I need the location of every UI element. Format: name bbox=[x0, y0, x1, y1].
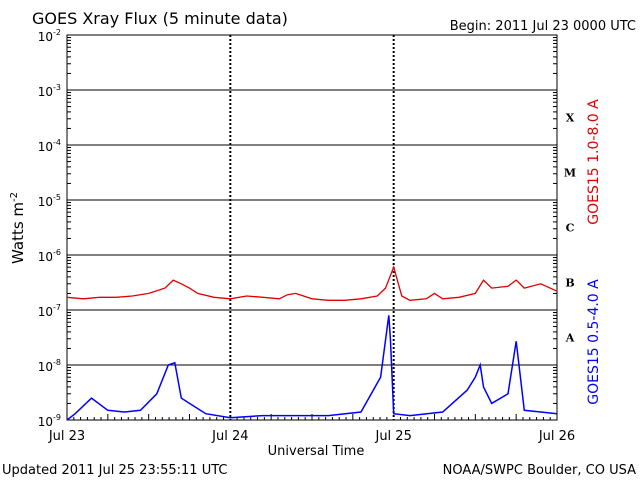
legend-short-channel: GOES15 0.5-4.0 A bbox=[586, 279, 602, 405]
y-tick-label: 10-4 bbox=[38, 138, 61, 154]
y-tick-label: 10-3 bbox=[38, 83, 61, 99]
flare-class-label: A bbox=[565, 332, 575, 345]
y-tick-base: 10 bbox=[38, 140, 53, 154]
plot-frame bbox=[66, 34, 558, 421]
y-tick-base: 10 bbox=[38, 85, 53, 99]
y-tick-layer: 10-210-310-410-510-610-710-810-9 bbox=[38, 28, 557, 429]
x-tick-label: Jul 25 bbox=[374, 429, 411, 444]
y-tick-label: 10-6 bbox=[38, 248, 61, 264]
y-axis-label: Watts m-2 bbox=[9, 192, 27, 264]
series-layer bbox=[66, 265, 558, 421]
series-line-short-channel bbox=[66, 315, 558, 421]
y-tick-label: 10-8 bbox=[38, 358, 61, 374]
source-label: NOAA/SWPC Boulder, CO USA bbox=[443, 463, 636, 478]
x-tick-label: Jul 24 bbox=[211, 429, 248, 444]
y-tick-base: 10 bbox=[38, 305, 53, 319]
y-tick-label: 10-9 bbox=[38, 413, 61, 429]
y-tick-exponent: -7 bbox=[53, 303, 61, 312]
y-tick-base: 10 bbox=[38, 250, 53, 264]
legend-long-channel: GOES15 1.0-8.0 A bbox=[586, 99, 602, 225]
y-axis-label-exponent: -2 bbox=[9, 192, 20, 202]
y-tick-exponent: -5 bbox=[53, 193, 61, 202]
grid-layer bbox=[67, 35, 557, 420]
chart-title: GOES Xray Flux (5 minute data) bbox=[32, 9, 288, 28]
y-tick-exponent: -9 bbox=[53, 413, 61, 422]
series-line-long-channel bbox=[66, 265, 558, 301]
begin-label: Begin: 2011 Jul 23 0000 UTC bbox=[450, 19, 636, 34]
y-tick-base: 10 bbox=[38, 415, 53, 429]
x-axis-label: Universal Time bbox=[268, 444, 365, 459]
flare-class-label: X bbox=[566, 112, 575, 125]
y-tick-exponent: -4 bbox=[53, 138, 61, 147]
y-tick-base: 10 bbox=[38, 360, 53, 374]
y-tick-label: 10-7 bbox=[38, 303, 61, 319]
y-tick-exponent: -3 bbox=[53, 83, 61, 92]
x-tick-layer: Jul 23 Jul 24 Jul 25 Jul 26 bbox=[48, 414, 575, 444]
updated-label: Updated 2011 Jul 25 23:55:11 UTC bbox=[2, 463, 227, 478]
flare-class-label: B bbox=[565, 277, 574, 290]
flare-class-layer: X M C B A bbox=[564, 112, 576, 345]
x-tick-label: Jul 26 bbox=[538, 429, 575, 444]
y-tick-exponent: -2 bbox=[53, 28, 61, 37]
flare-class-label: M bbox=[564, 167, 576, 180]
y-tick-exponent: -6 bbox=[53, 248, 61, 257]
y-axis-label-text: Watts m bbox=[9, 202, 27, 264]
y-tick-base: 10 bbox=[38, 195, 53, 209]
y-tick-label: 10-2 bbox=[38, 28, 61, 44]
y-tick-base: 10 bbox=[38, 30, 53, 44]
y-tick-label: 10-5 bbox=[38, 193, 61, 209]
y-tick-exponent: -8 bbox=[53, 358, 61, 367]
x-tick-label: Jul 23 bbox=[48, 429, 85, 444]
flare-class-label: C bbox=[566, 222, 575, 235]
